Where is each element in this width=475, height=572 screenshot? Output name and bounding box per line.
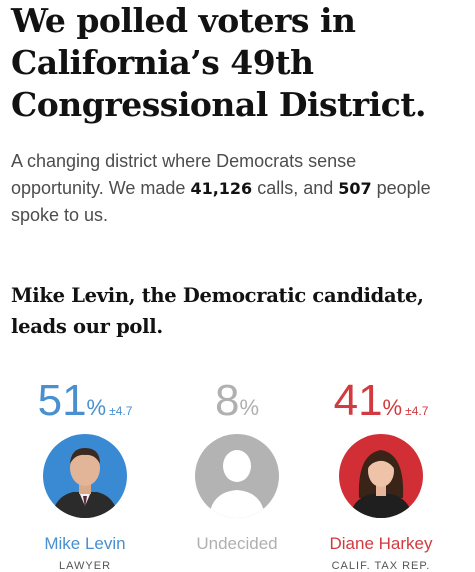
candidate-name: Diane Harkey bbox=[329, 534, 433, 553]
percent-sign: % bbox=[382, 395, 403, 420]
deck-text: people bbox=[371, 178, 431, 198]
article-deck: A changing district where Democrats sens… bbox=[11, 148, 466, 229]
candidate-percent: 41% ±4.7 bbox=[306, 376, 456, 426]
candidate-percent: 51% ±4.7 bbox=[10, 376, 160, 426]
percent-value: 8 bbox=[214, 376, 240, 425]
candidate-occupation: LAWYER bbox=[58, 560, 112, 572]
candidate-levin: 51% ±4.7 Mike Levin LAWYER bbox=[10, 376, 160, 572]
respondents-count: 507 bbox=[338, 179, 372, 198]
candidate-harkey: 41% ±4.7 Diane Harkey CALIF. TAX REP. bbox=[306, 376, 456, 572]
candidate-occupation: CALIF. TAX REP. bbox=[331, 560, 431, 572]
calls-count: 41,126 bbox=[190, 179, 253, 198]
percent-value: 51 bbox=[37, 376, 87, 425]
percent-sign: % bbox=[86, 395, 107, 420]
deck-text: opportunity. We made bbox=[11, 178, 191, 198]
candidate-name: Mike Levin bbox=[44, 534, 126, 553]
candidate-undecided: 8% Undecided bbox=[162, 376, 312, 554]
person-silhouette-icon bbox=[195, 434, 279, 518]
candidate-percent: 8% bbox=[162, 376, 312, 426]
headline-line-1: We polled voters in bbox=[11, 1, 356, 40]
candidate-name: Undecided bbox=[196, 534, 278, 553]
subhead-line-1: Mike Levin, the Democratic candidate, bbox=[11, 284, 424, 307]
deck-line-1: A changing district where Democrats sens… bbox=[11, 151, 357, 171]
deck-text: calls, and bbox=[252, 178, 339, 198]
percent-value: 41 bbox=[333, 376, 383, 425]
margin-of-error: ±4.7 bbox=[109, 404, 133, 418]
headline-line-3: Congressional District. bbox=[11, 85, 427, 124]
subhead-line-2: leads our poll. bbox=[11, 315, 163, 338]
person-photo-icon bbox=[43, 434, 127, 518]
margin-of-error: ±4.7 bbox=[405, 404, 429, 418]
deck-line-2: opportunity. We made 41,126 calls, and 5… bbox=[11, 175, 466, 202]
headline-line-2: California’s 49th bbox=[11, 43, 314, 82]
percent-sign: % bbox=[239, 395, 260, 420]
person-photo-icon bbox=[339, 434, 423, 518]
page-headline: We polled voters in California’s 49th Co… bbox=[11, 0, 466, 126]
deck-line-3: spoke to us. bbox=[11, 205, 109, 225]
poll-subhead: Mike Levin, the Democratic candidate, le… bbox=[11, 280, 466, 342]
